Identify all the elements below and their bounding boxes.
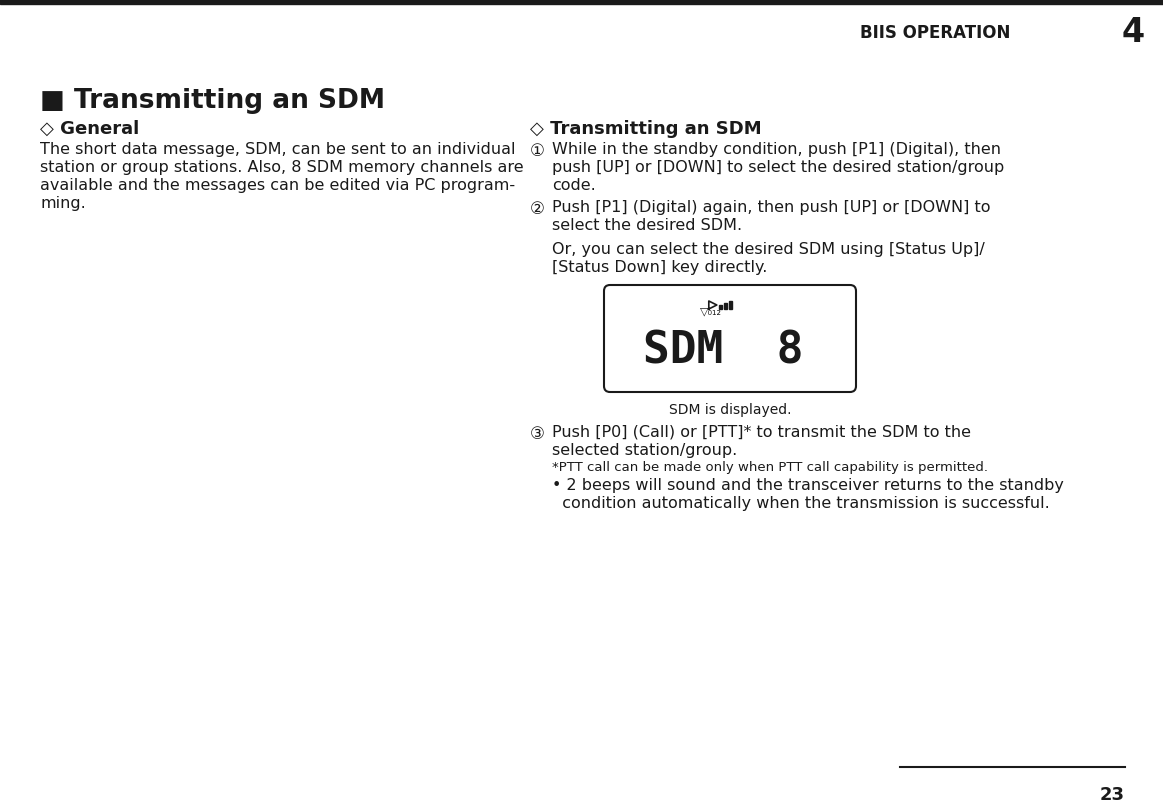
Text: SDM is displayed.: SDM is displayed. <box>669 402 791 417</box>
Text: ①: ① <box>530 142 545 160</box>
Text: Push [P1] (Digital) again, then push [UP] or [DOWN] to: Push [P1] (Digital) again, then push [UP… <box>552 200 991 214</box>
Text: SDM  8: SDM 8 <box>642 329 802 372</box>
Text: selected station/group.: selected station/group. <box>552 442 737 458</box>
Text: While in the standby condition, push [P1] (Digital), then: While in the standby condition, push [P1… <box>552 142 1001 157</box>
Text: ③: ③ <box>530 425 545 442</box>
Text: ■ Transmitting an SDM: ■ Transmitting an SDM <box>40 88 385 114</box>
Text: ②: ② <box>530 200 545 218</box>
Text: The short data message, SDM, can be sent to an individual: The short data message, SDM, can be sent… <box>40 142 515 157</box>
Text: ▽₀₁₂: ▽₀₁₂ <box>700 306 722 316</box>
Text: *PTT call can be made only when PTT call capability is permitted.: *PTT call can be made only when PTT call… <box>552 460 989 474</box>
Text: select the desired SDM.: select the desired SDM. <box>552 218 742 233</box>
Text: • 2 beeps will sound and the transceiver returns to the standby: • 2 beeps will sound and the transceiver… <box>552 478 1064 492</box>
Bar <box>719 306 722 310</box>
FancyBboxPatch shape <box>604 286 856 393</box>
Text: Or, you can select the desired SDM using [Status Up]/: Or, you can select the desired SDM using… <box>552 242 985 257</box>
Text: push [UP] or [DOWN] to select the desired station/group: push [UP] or [DOWN] to select the desire… <box>552 160 1004 175</box>
Text: 23: 23 <box>1100 785 1125 803</box>
Bar <box>0 0 1163 5</box>
Text: available and the messages can be edited via PC program-: available and the messages can be edited… <box>40 177 515 193</box>
Text: ming.: ming. <box>40 196 86 210</box>
Text: [Status Down] key directly.: [Status Down] key directly. <box>552 259 768 275</box>
Text: code.: code. <box>552 177 595 193</box>
Bar <box>723 304 727 310</box>
Text: ◇ Transmitting an SDM: ◇ Transmitting an SDM <box>530 120 762 138</box>
Text: Push [P0] (Call) or [PTT]* to transmit the SDM to the: Push [P0] (Call) or [PTT]* to transmit t… <box>552 425 971 439</box>
Bar <box>729 302 732 310</box>
Text: BIIS OPERATION: BIIS OPERATION <box>859 24 1009 42</box>
Text: station or group stations. Also, 8 SDM memory channels are: station or group stations. Also, 8 SDM m… <box>40 160 523 175</box>
Text: condition automatically when the transmission is successful.: condition automatically when the transmi… <box>552 495 1050 511</box>
Text: 4: 4 <box>1122 17 1146 50</box>
Text: ◇ General: ◇ General <box>40 120 140 138</box>
